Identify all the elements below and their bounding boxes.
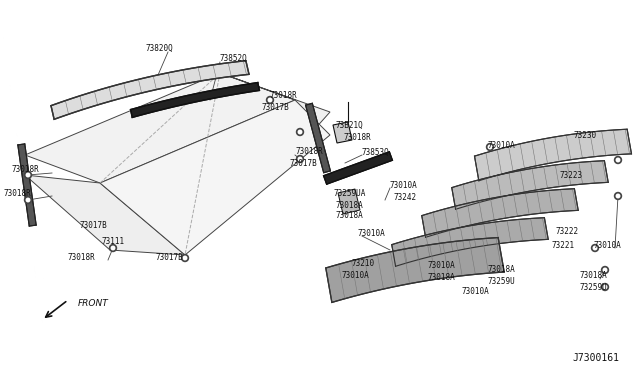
Circle shape bbox=[298, 157, 301, 161]
Text: 73018R: 73018R bbox=[270, 90, 298, 99]
Text: 73259U: 73259U bbox=[579, 283, 607, 292]
Polygon shape bbox=[452, 161, 608, 209]
Text: 73221: 73221 bbox=[551, 241, 574, 250]
Polygon shape bbox=[51, 61, 249, 119]
Circle shape bbox=[604, 268, 607, 272]
Text: 73259UA: 73259UA bbox=[333, 189, 365, 198]
Polygon shape bbox=[18, 144, 36, 226]
Circle shape bbox=[614, 192, 621, 199]
Text: 73010A: 73010A bbox=[488, 141, 516, 150]
Text: 73852Q: 73852Q bbox=[220, 54, 248, 62]
Text: 73018A: 73018A bbox=[428, 273, 456, 282]
Circle shape bbox=[182, 254, 189, 262]
Circle shape bbox=[296, 155, 303, 163]
Polygon shape bbox=[326, 238, 504, 302]
Text: 73018A: 73018A bbox=[336, 212, 364, 221]
Circle shape bbox=[616, 194, 620, 198]
Circle shape bbox=[298, 130, 301, 134]
Circle shape bbox=[183, 256, 187, 260]
Polygon shape bbox=[333, 122, 352, 143]
Circle shape bbox=[24, 171, 31, 179]
Text: 73210: 73210 bbox=[352, 259, 375, 267]
Text: 73018A: 73018A bbox=[336, 201, 364, 209]
Circle shape bbox=[602, 266, 609, 273]
Text: 73853Q: 73853Q bbox=[362, 148, 390, 157]
Text: 73010A: 73010A bbox=[462, 288, 490, 296]
Text: 73018A: 73018A bbox=[488, 266, 516, 275]
Text: 73010A: 73010A bbox=[342, 270, 370, 279]
Text: 73018R: 73018R bbox=[344, 134, 372, 142]
Text: 73010A: 73010A bbox=[428, 262, 456, 270]
Circle shape bbox=[24, 196, 31, 203]
Circle shape bbox=[266, 96, 273, 103]
Circle shape bbox=[604, 285, 607, 289]
Circle shape bbox=[593, 246, 596, 250]
Polygon shape bbox=[324, 152, 392, 184]
Text: 73018A: 73018A bbox=[579, 272, 607, 280]
Circle shape bbox=[602, 283, 609, 291]
Text: 73018R: 73018R bbox=[295, 148, 323, 157]
Circle shape bbox=[486, 144, 493, 151]
Circle shape bbox=[26, 198, 29, 202]
Text: 73B21Q: 73B21Q bbox=[336, 121, 364, 129]
Text: 73018R: 73018R bbox=[4, 189, 32, 198]
Text: 73010A: 73010A bbox=[357, 228, 385, 237]
Text: 73222: 73222 bbox=[555, 228, 578, 237]
Text: 73018R: 73018R bbox=[68, 253, 96, 262]
Text: 73230: 73230 bbox=[573, 131, 596, 140]
Polygon shape bbox=[338, 189, 360, 214]
Text: 73111: 73111 bbox=[102, 237, 125, 247]
Circle shape bbox=[109, 244, 116, 251]
Text: FRONT: FRONT bbox=[78, 298, 109, 308]
Polygon shape bbox=[392, 218, 548, 266]
Polygon shape bbox=[131, 83, 259, 118]
Text: 73242: 73242 bbox=[393, 192, 416, 202]
Text: 73017B: 73017B bbox=[155, 253, 183, 262]
Text: 73820Q: 73820Q bbox=[145, 44, 173, 52]
Circle shape bbox=[616, 158, 620, 162]
Polygon shape bbox=[100, 100, 330, 255]
Circle shape bbox=[111, 246, 115, 250]
Circle shape bbox=[26, 173, 29, 177]
Text: 73010A: 73010A bbox=[593, 241, 621, 250]
Circle shape bbox=[488, 145, 492, 149]
Polygon shape bbox=[25, 73, 295, 183]
Text: 73259U: 73259U bbox=[488, 278, 516, 286]
Circle shape bbox=[296, 128, 303, 135]
Polygon shape bbox=[474, 129, 632, 181]
Text: J7300161: J7300161 bbox=[572, 353, 619, 363]
Polygon shape bbox=[422, 189, 578, 237]
Circle shape bbox=[268, 98, 272, 102]
Circle shape bbox=[591, 244, 598, 251]
Text: 73017B: 73017B bbox=[80, 221, 108, 230]
Text: 73017B: 73017B bbox=[290, 158, 317, 167]
Polygon shape bbox=[220, 73, 330, 140]
Text: 73223: 73223 bbox=[560, 170, 583, 180]
Text: 73017B: 73017B bbox=[262, 103, 290, 112]
Circle shape bbox=[614, 157, 621, 164]
Text: 73010A: 73010A bbox=[390, 180, 418, 189]
Text: 73018R: 73018R bbox=[12, 166, 40, 174]
Polygon shape bbox=[305, 103, 330, 173]
Polygon shape bbox=[25, 175, 185, 255]
